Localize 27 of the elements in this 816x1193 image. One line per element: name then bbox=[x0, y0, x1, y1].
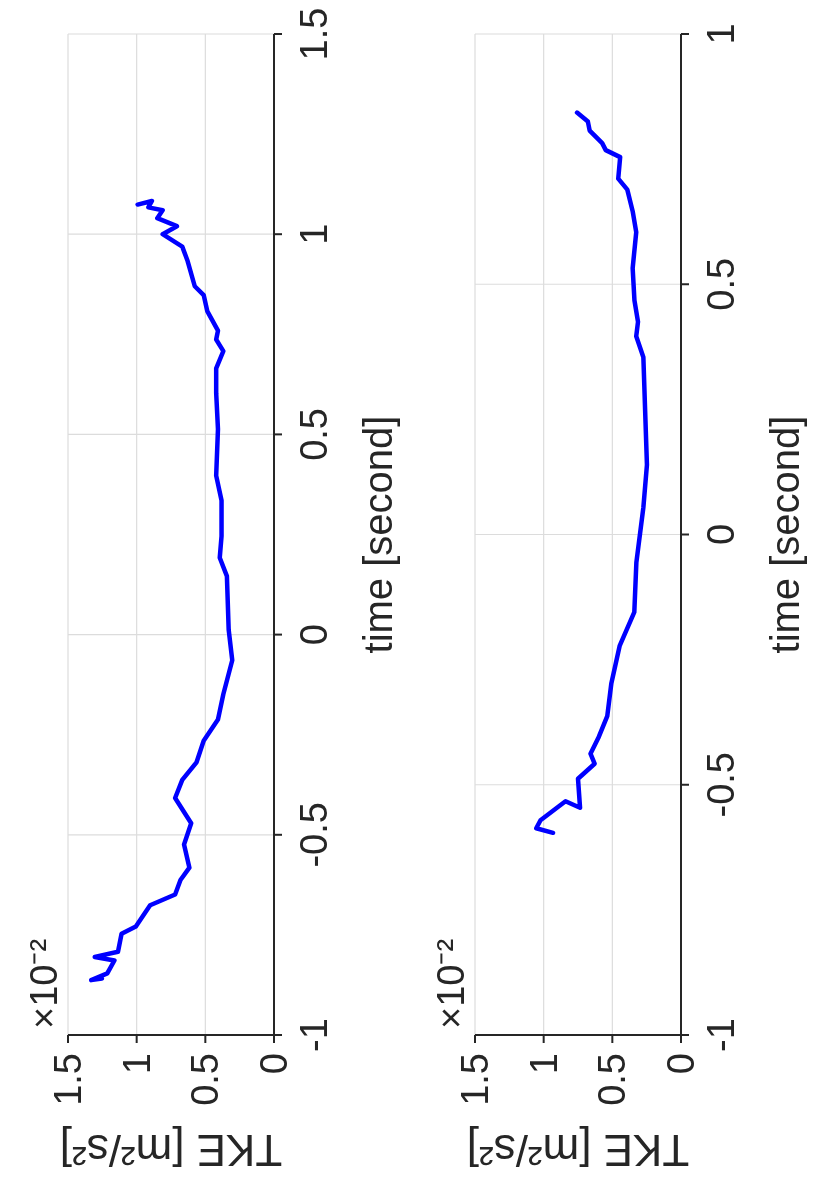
y-axis-title: time [second] bbox=[356, 415, 400, 654]
text: ×10⁻² bbox=[430, 938, 472, 1029]
y-tick-label: -0.5 bbox=[293, 802, 335, 868]
y-tick-label: 0.5 bbox=[700, 257, 742, 311]
y-tick-label: -0.5 bbox=[700, 752, 742, 818]
y-tick-label: 1 bbox=[293, 223, 335, 245]
y-tick-label: -1 bbox=[700, 1018, 742, 1052]
y-axis-title: time [second] bbox=[763, 415, 807, 654]
x-axis-title: TKE [m²/s²] bbox=[466, 1125, 690, 1175]
x-axis-title: TKE [m²/s²] bbox=[59, 1125, 283, 1175]
x-tick-label: 0 bbox=[660, 1053, 702, 1075]
x-tick-label: 0.5 bbox=[591, 1053, 634, 1106]
y-tick-label: 1.5 bbox=[293, 7, 335, 61]
x-tick-label: 1 bbox=[115, 1053, 158, 1075]
x-tick-label: 1.5 bbox=[47, 1053, 89, 1106]
y-tick-label: 0 bbox=[700, 523, 742, 546]
y-tick-label: -1 bbox=[293, 1018, 335, 1052]
x-tick-label: 1.5 bbox=[454, 1053, 496, 1106]
y-tick-label: 0.5 bbox=[293, 407, 335, 461]
x-tick-label: 1 bbox=[522, 1053, 565, 1075]
line-series bbox=[534, 110, 650, 836]
x-tick-label: 0.5 bbox=[184, 1053, 227, 1106]
y-tick-label: 0 bbox=[293, 624, 335, 646]
x-tick-label: 0 bbox=[253, 1053, 295, 1075]
line-series bbox=[88, 198, 235, 983]
y-tick-label: 1 bbox=[700, 23, 742, 45]
text: ×10⁻² bbox=[23, 938, 65, 1029]
